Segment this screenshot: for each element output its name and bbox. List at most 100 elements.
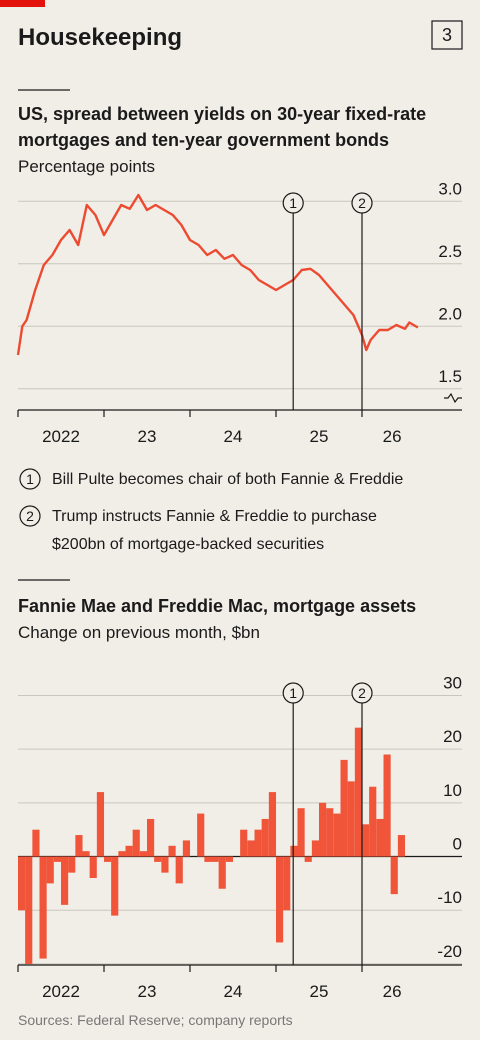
bar	[89, 856, 97, 879]
bar	[161, 856, 169, 873]
x-tick-label: 26	[383, 427, 402, 446]
bar	[240, 829, 248, 857]
event-marker-label: 1	[289, 685, 297, 701]
bar	[154, 856, 162, 862]
bar	[46, 856, 54, 884]
legend-marker-label: 2	[26, 508, 34, 524]
y-tick-label: 30	[443, 673, 462, 692]
bar	[247, 840, 255, 857]
chart-title: US, spread between yields on 30-year fix…	[18, 104, 426, 124]
legend-text: $200bn of mortgage-backed securities	[52, 536, 324, 553]
y-tick-label: 10	[443, 781, 462, 800]
bar	[132, 829, 140, 857]
legend-marker	[19, 505, 41, 527]
source: Sources: Federal Reserve; company report…	[18, 1012, 293, 1028]
bar	[147, 818, 155, 857]
bar	[354, 727, 363, 857]
bar	[383, 754, 391, 857]
event-marker-label: 1	[289, 195, 297, 211]
legend-marker	[19, 468, 41, 490]
bar	[182, 840, 191, 857]
bar	[283, 856, 291, 911]
bar	[139, 851, 148, 857]
x-tick-label: 25	[310, 982, 329, 1001]
y-tick-label: 1.5	[438, 367, 462, 386]
legend-marker-label: 1	[26, 471, 34, 487]
event-marker	[282, 192, 304, 214]
x-tick-label: 2022	[42, 982, 80, 1001]
event-marker	[351, 192, 373, 214]
bar	[125, 845, 133, 857]
bar	[168, 845, 176, 857]
bar	[61, 856, 69, 905]
bar	[304, 856, 312, 862]
bar	[261, 818, 269, 857]
bar	[175, 856, 183, 884]
event-marker	[351, 682, 373, 704]
bar	[376, 818, 384, 857]
bar	[96, 792, 105, 857]
bar	[32, 829, 40, 857]
bar	[204, 856, 212, 862]
axis-break	[444, 392, 462, 404]
x-tick-label: 23	[138, 427, 157, 446]
x-tick-label: 24	[224, 982, 243, 1001]
bar	[326, 808, 334, 857]
bar	[390, 856, 398, 895]
y-tick-label: -10	[437, 888, 462, 907]
bar	[254, 829, 262, 857]
badge-box	[431, 20, 463, 50]
bar	[25, 856, 33, 964]
legend-text: Trump instructs Fannie & Freddie to purc…	[52, 508, 377, 525]
x-tick-label: 25	[310, 427, 329, 446]
bar	[347, 781, 355, 857]
chart-title: Fannie Mae and Freddie Mac, mortgage ass…	[18, 596, 416, 616]
bar	[362, 824, 370, 857]
legend-text: Bill Pulte becomes chair of both Fannie …	[52, 471, 403, 488]
x-tick-label: 24	[224, 427, 243, 446]
badge: 3	[442, 25, 452, 45]
bar	[111, 856, 119, 916]
bar	[18, 856, 26, 911]
event-marker	[282, 682, 304, 704]
y-tick-label: 20	[443, 727, 462, 746]
y-tick-label: -20	[437, 942, 462, 961]
chart-subtitle: Percentage points	[18, 157, 155, 176]
bar	[75, 835, 83, 857]
bar	[397, 835, 406, 857]
chart-subtitle: Change on previous month, $bn	[18, 623, 260, 642]
bar	[82, 851, 90, 857]
y-tick-label: 3.0	[438, 179, 462, 198]
chart-title: mortgages and ten-year government bonds	[18, 130, 389, 150]
y-tick-label: 0	[453, 835, 462, 854]
brand-bar	[0, 0, 45, 7]
bar	[297, 808, 305, 857]
x-tick-label: 2022	[42, 427, 80, 446]
event-marker-label: 2	[358, 685, 366, 701]
bar	[68, 856, 76, 873]
bar	[53, 856, 62, 862]
bar	[104, 856, 112, 862]
bar	[276, 856, 284, 943]
bar	[268, 792, 277, 857]
bar	[218, 856, 226, 889]
bar	[333, 813, 341, 857]
bar	[211, 856, 219, 862]
bar	[197, 813, 205, 857]
event-marker-label: 2	[358, 195, 366, 211]
y-tick-label: 2.5	[438, 242, 462, 261]
page-title: Housekeeping	[18, 24, 182, 51]
y-tick-label: 2.0	[438, 304, 462, 323]
bar	[39, 856, 47, 959]
bar	[311, 840, 320, 857]
data-line	[16, 193, 419, 356]
bar	[369, 786, 377, 857]
bar	[340, 759, 348, 857]
bar	[319, 802, 327, 857]
x-tick-label: 26	[383, 982, 402, 1001]
x-tick-label: 23	[138, 982, 157, 1001]
bar	[225, 856, 234, 862]
bar	[290, 845, 298, 857]
bar	[118, 851, 126, 857]
